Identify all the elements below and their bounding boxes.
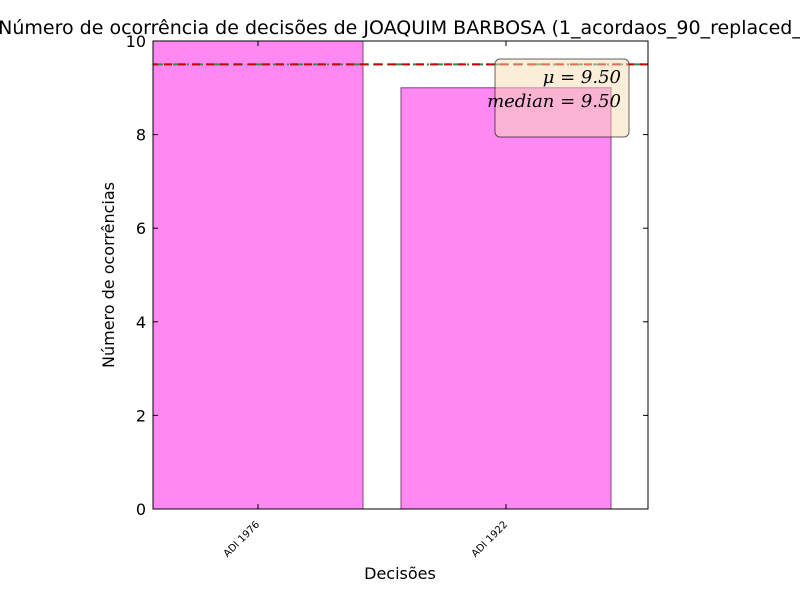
- median-text: median = 9.50: [487, 91, 621, 112]
- y-tick-label: 6: [136, 219, 146, 238]
- x-tick-label: ADI 1922: [470, 519, 510, 559]
- plot-area: ADI 1976 ADI 1922 0 2 4 6 8 10 μ = 9.50 median = …: [126, 32, 649, 560]
- mean-text: μ = 9.50: [543, 67, 621, 88]
- x-axis-label: Decisões: [364, 564, 436, 583]
- y-tick-label: 10: [126, 32, 146, 51]
- y-axis-label: Número de ocorrências: [99, 182, 118, 368]
- x-tick-label: ADI 1976: [222, 519, 262, 559]
- y-tick-label: 4: [136, 313, 146, 332]
- y-tick-label: 2: [136, 406, 146, 425]
- y-tick-label: 8: [136, 126, 146, 145]
- chart-title: Número de ocorrência de decisões de JOAQ…: [0, 17, 800, 39]
- bar: [152, 40, 364, 510]
- stats-box: [494, 58, 630, 138]
- y-tick-label: 0: [136, 500, 146, 519]
- axes-frame: [152, 40, 649, 510]
- bar: [400, 87, 612, 510]
